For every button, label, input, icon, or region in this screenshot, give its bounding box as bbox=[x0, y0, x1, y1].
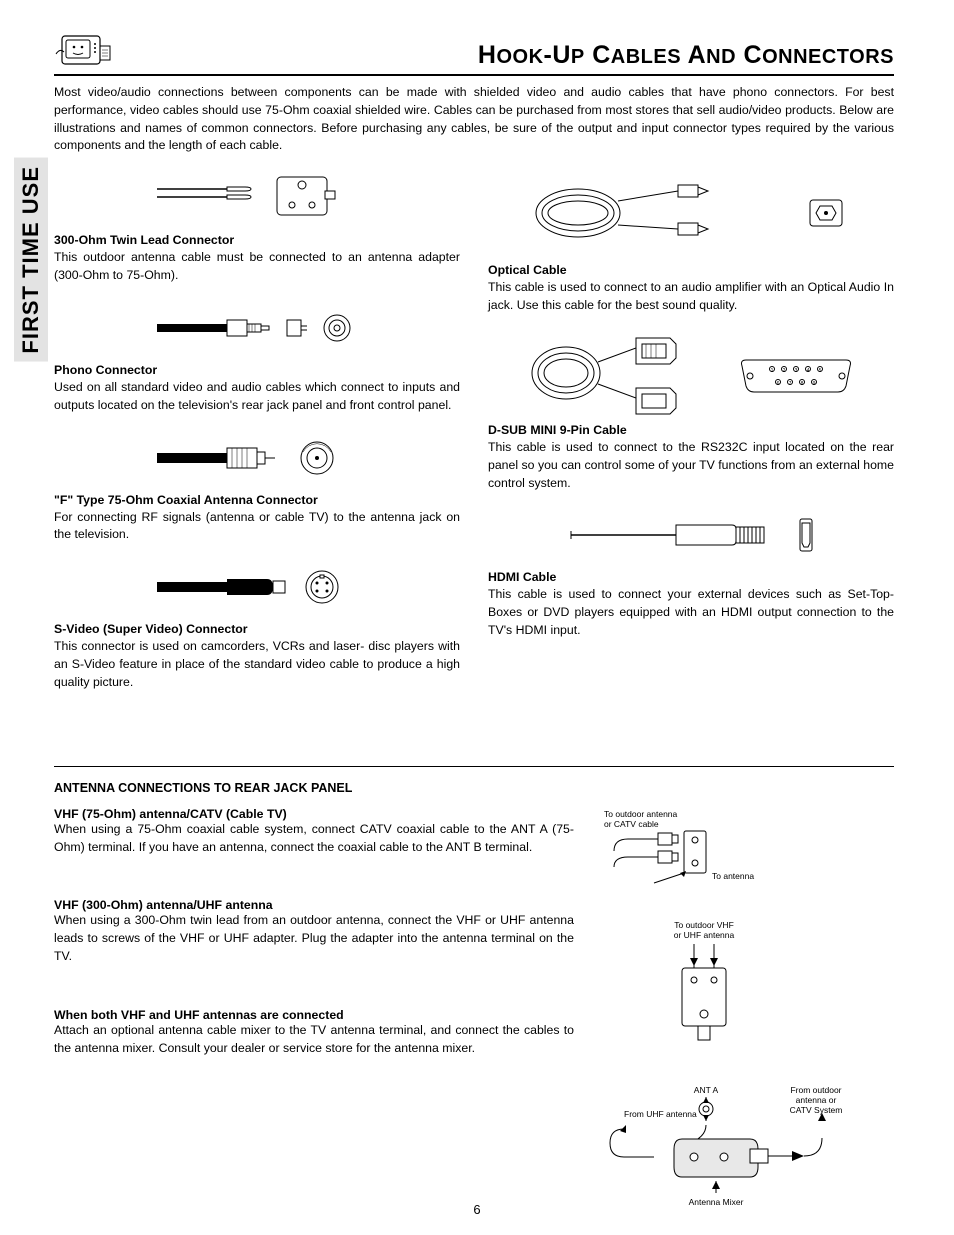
svg-text:To outdoor antenna: To outdoor antenna bbox=[604, 809, 678, 819]
svg-text:CATV System: CATV System bbox=[790, 1105, 843, 1115]
svg-text:9: 9 bbox=[813, 381, 816, 387]
connector-item: S-Video (Super Video) Connector This con… bbox=[54, 558, 460, 691]
svg-text:antenna or: antenna or bbox=[796, 1095, 837, 1105]
svg-text:or CATV cable: or CATV cable bbox=[604, 819, 659, 829]
connector-item: Phono Connector Used on all standard vid… bbox=[54, 299, 460, 415]
svg-text:8: 8 bbox=[801, 381, 804, 387]
antenna-section: VHF (75-Ohm) antenna/CATV (Cable TV) Whe… bbox=[54, 807, 894, 1216]
connector-desc: This cable is used to connect your exter… bbox=[488, 586, 894, 639]
antenna-sub: VHF (75-Ohm) antenna/CATV (Cable TV) Whe… bbox=[54, 807, 574, 857]
section-divider bbox=[54, 766, 894, 767]
connector-desc: This outdoor antenna cable must be conne… bbox=[54, 249, 460, 285]
phono-icon bbox=[54, 299, 460, 357]
sub-title: VHF (75-Ohm) antenna/CATV (Cable TV) bbox=[54, 807, 574, 821]
connector-title: HDMI Cable bbox=[488, 570, 894, 584]
svideo-icon bbox=[54, 558, 460, 616]
connector-title: 300-Ohm Twin Lead Connector bbox=[54, 233, 460, 247]
intro-paragraph: Most video/audio connections between com… bbox=[54, 84, 894, 155]
tv-mascot-icon bbox=[54, 28, 116, 70]
sub-title: VHF (300-Ohm) antenna/UHF antenna bbox=[54, 898, 574, 912]
connector-title: Optical Cable bbox=[488, 263, 894, 277]
connector-item: HDMI Cable This cable is used to connect… bbox=[488, 506, 894, 639]
connector-desc: Used on all standard video and audio cab… bbox=[54, 379, 460, 415]
antenna-sub: VHF (300-Ohm) antenna/UHF antenna When u… bbox=[54, 898, 574, 965]
svg-text:From UHF antenna: From UHF antenna bbox=[624, 1109, 697, 1119]
page-title: HOOK-UP CABLES AND CONNECTORS bbox=[478, 41, 894, 70]
svg-text:3: 3 bbox=[795, 368, 798, 374]
page-header: HOOK-UP CABLES AND CONNECTORS bbox=[54, 28, 894, 76]
connector-item: 1 2 3 4 5 6 7 8 9 D-SUB MINI 9-Pin Cable… bbox=[488, 329, 894, 492]
sub-title: When both VHF and UHF antennas are conne… bbox=[54, 1008, 574, 1022]
svg-text:6: 6 bbox=[777, 381, 780, 387]
connector-title: S-Video (Super Video) Connector bbox=[54, 622, 460, 636]
svg-text:or UHF antenna: or UHF antenna bbox=[674, 930, 735, 940]
diagram-mixer: ANT A From outdoor antenna or CATV Syste… bbox=[594, 1081, 894, 1216]
sub-desc: When using a 75-Ohm coaxial cable system… bbox=[54, 821, 574, 857]
antenna-text-column: VHF (75-Ohm) antenna/CATV (Cable TV) Whe… bbox=[54, 807, 574, 1216]
connector-desc: This connector is used on camcorders, VC… bbox=[54, 638, 460, 691]
connector-desc: This cable is used to connect to the RS2… bbox=[488, 439, 894, 492]
connector-desc: For connecting RF signals (antenna or ca… bbox=[54, 509, 460, 545]
left-column: 300-Ohm Twin Lead Connector This outdoor… bbox=[54, 165, 460, 705]
optical-icon bbox=[488, 169, 894, 257]
connector-title: "F" Type 75-Ohm Coaxial Antenna Connecto… bbox=[54, 493, 460, 507]
connector-item: "F" Type 75-Ohm Coaxial Antenna Connecto… bbox=[54, 429, 460, 545]
connector-item: Optical Cable This cable is used to conn… bbox=[488, 169, 894, 315]
svg-text:5: 5 bbox=[819, 368, 822, 374]
f-type-icon bbox=[54, 429, 460, 487]
connector-item: 300-Ohm Twin Lead Connector This outdoor… bbox=[54, 169, 460, 285]
section-title: ANTENNA CONNECTIONS TO REAR JACK PANEL bbox=[54, 781, 894, 795]
svg-text:4: 4 bbox=[807, 368, 810, 374]
page-number: 6 bbox=[0, 1202, 954, 1217]
connector-desc: This cable is used to connect to an audi… bbox=[488, 279, 894, 315]
section-tab: FIRST TIME USE bbox=[14, 158, 48, 362]
svg-text:1: 1 bbox=[771, 368, 774, 374]
connector-columns: 300-Ohm Twin Lead Connector This outdoor… bbox=[54, 165, 894, 705]
sub-desc: Attach an optional antenna cable mixer t… bbox=[54, 1022, 574, 1058]
svg-text:7: 7 bbox=[789, 381, 792, 387]
connector-title: D-SUB MINI 9-Pin Cable bbox=[488, 423, 894, 437]
connector-title: Phono Connector bbox=[54, 363, 460, 377]
antenna-diagrams: To outdoor antenna or CATV cable To ante… bbox=[594, 807, 894, 1216]
diagram-catv: To outdoor antenna or CATV cable To ante… bbox=[594, 807, 894, 900]
sub-desc: When using a 300-Ohm twin lead from an o… bbox=[54, 912, 574, 965]
diagram-uhf: To outdoor VHF or UHF antenna bbox=[594, 918, 894, 1063]
hdmi-icon bbox=[488, 506, 894, 564]
right-column: Optical Cable This cable is used to conn… bbox=[488, 165, 894, 705]
svg-text:From outdoor: From outdoor bbox=[790, 1085, 841, 1095]
svg-text:To outdoor VHF: To outdoor VHF bbox=[674, 920, 734, 930]
svg-text:ANT A: ANT A bbox=[694, 1085, 719, 1095]
twin-lead-icon bbox=[54, 169, 460, 227]
antenna-sub: When both VHF and UHF antennas are conne… bbox=[54, 1008, 574, 1058]
dsub-icon: 1 2 3 4 5 6 7 8 9 bbox=[488, 329, 894, 417]
svg-text:2: 2 bbox=[783, 368, 786, 374]
svg-text:To antenna: To antenna bbox=[712, 871, 754, 881]
